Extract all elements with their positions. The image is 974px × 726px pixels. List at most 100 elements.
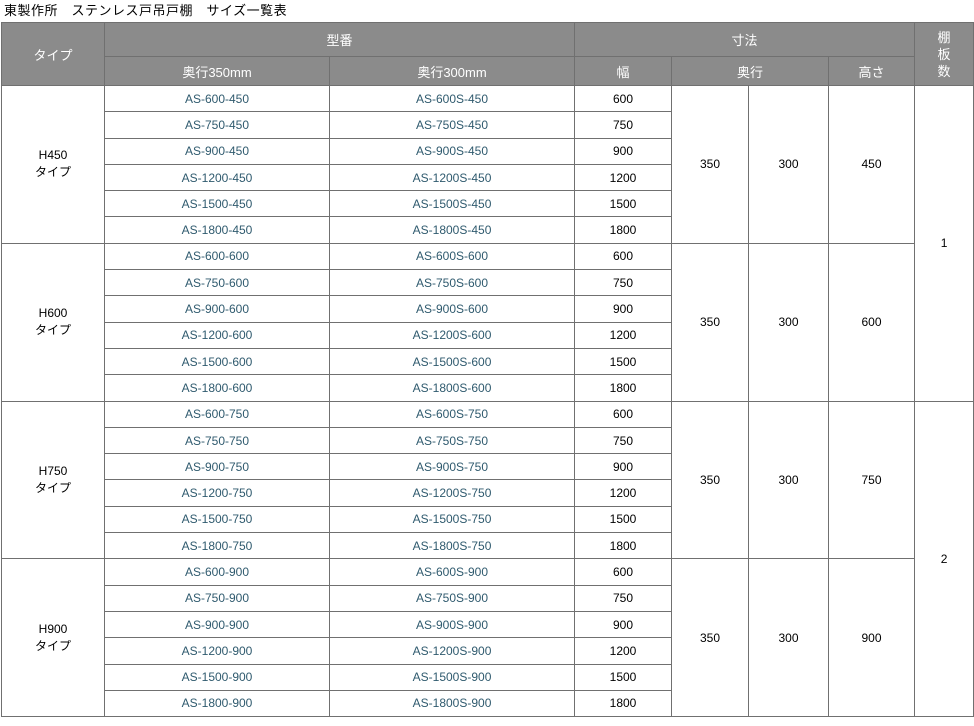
model-300-cell: AS-900S-600 <box>328 295 576 323</box>
width-cell: 750 <box>574 426 673 455</box>
height-cell: 750 <box>828 400 916 560</box>
table-row: H450 タイプ AS-600-450 AS-600S-450 600 350 300 450… <box>1 84 974 402</box>
model-300-cell: AS-1200S-600 <box>328 321 576 349</box>
model-350-cell: AS-1500-600 <box>104 347 330 376</box>
model-350-cell: AS-750-900 <box>104 584 330 612</box>
model-350-cell: AS-600-900 <box>104 558 330 586</box>
header-model: 型番 <box>103 22 576 57</box>
table-row: AS-900-900 AS-900S-900 900 <box>2 610 974 639</box>
header-depth: 奥行 <box>671 56 830 86</box>
model-300-cell: AS-1500S-600 <box>328 347 576 376</box>
model-300-cell: AS-1800S-600 <box>328 374 576 402</box>
model-300-cell: AS-1200S-750 <box>328 479 576 507</box>
model-350-cell: AS-600-600 <box>104 242 330 271</box>
width-cell: 1800 <box>574 374 673 402</box>
model-300-cell: AS-600S-750 <box>328 400 576 428</box>
model-350-cell: AS-900-450 <box>104 137 330 165</box>
model-300-cell: AS-900S-900 <box>328 610 576 639</box>
size-table: タイプ 型番 寸法 棚板数 奥行350mm 奥行300mm 幅 奥行 高さ H4… <box>1 22 974 718</box>
model-300-cell: AS-600S-900 <box>328 558 576 586</box>
width-cell: 1200 <box>574 321 673 349</box>
model-300-cell: AS-1500S-450 <box>328 190 576 218</box>
depth300-cell: 300 <box>748 85 830 244</box>
model-350-cell: AS-1800-600 <box>104 374 330 402</box>
model-300-cell: AS-900S-450 <box>328 137 576 165</box>
table-row: H900 タイプ AS-600-900 AS-600S-900 600 350 300 900 <box>1 558 974 718</box>
width-cell: 1500 <box>574 190 673 218</box>
depth300-cell: 300 <box>748 242 830 402</box>
model-300-cell: AS-600S-600 <box>328 242 576 271</box>
type-suffix: タイプ <box>34 323 71 338</box>
width-cell: 900 <box>574 295 673 323</box>
table-row: AS-1500-600 AS-1500S-600 1500 <box>2 347 974 376</box>
model-350-cell: AS-750-600 <box>104 269 330 297</box>
depth350-cell: 350 <box>671 242 750 402</box>
table-row: AS-750-450 AS-750S-450 750 <box>2 111 974 139</box>
type-label: H750 <box>38 463 68 478</box>
model-300-cell: AS-1200S-900 <box>328 637 576 665</box>
header-row-1: タイプ 型番 寸法 棚板数 <box>1 22 974 86</box>
model-350-cell: AS-900-600 <box>104 295 330 323</box>
width-cell: 1200 <box>574 163 673 192</box>
depth300-cell: 300 <box>748 558 830 718</box>
model-350-cell: AS-1500-750 <box>104 505 330 534</box>
table-row: AS-1200-450 AS-1200S-450 1200 <box>2 163 974 192</box>
height-cell: 450 <box>828 85 916 244</box>
type-cell: H600 タイプ <box>1 242 105 402</box>
width-cell: 750 <box>574 269 673 297</box>
table-row: AS-750-900 AS-750S-900 750 <box>2 584 974 612</box>
type-cell: H750 タイプ <box>1 400 105 560</box>
table-row: AS-1500-450 AS-1500S-450 1500 <box>2 190 974 218</box>
model-350-cell: AS-1800-900 <box>104 689 330 718</box>
width-cell: 750 <box>574 111 673 139</box>
width-cell: 1800 <box>574 216 673 244</box>
model-350-cell: AS-750-750 <box>104 426 330 455</box>
model-300-cell: AS-1800S-450 <box>328 216 576 244</box>
width-cell: 750 <box>574 584 673 612</box>
header-shelf-count-label: 棚板数 <box>937 29 951 79</box>
type-suffix: タイプ <box>34 480 71 495</box>
model-300-cell: AS-750S-750 <box>328 426 576 455</box>
table-row: H750 タイプ AS-600-750 AS-600S-750 600 350 300 750… <box>1 400 974 718</box>
height-cell: 900 <box>828 558 916 718</box>
width-cell: 1800 <box>574 689 673 718</box>
width-cell: 600 <box>574 400 673 428</box>
width-cell: 1800 <box>574 532 673 560</box>
table-row: AS-1200-750 AS-1200S-750 1200 <box>2 479 974 507</box>
model-350-cell: AS-600-450 <box>104 84 330 113</box>
table-row: AS-1200-600 AS-1200S-600 1200 <box>2 321 974 349</box>
type-cell: H900 タイプ <box>1 558 105 718</box>
table-row: AS-1800-900 AS-1800S-900 1800 <box>2 689 974 718</box>
model-300-cell: AS-750S-900 <box>328 584 576 612</box>
model-350-cell: AS-1200-600 <box>104 321 330 349</box>
type-label: H450 <box>38 148 68 163</box>
type-label: H900 <box>38 621 68 636</box>
table-row: AS-1500-750 AS-1500S-750 1500 <box>2 505 974 534</box>
header-width: 幅 <box>574 56 673 86</box>
header-height: 高さ <box>828 56 916 86</box>
model-350-cell: AS-1500-900 <box>104 663 330 691</box>
width-cell: 900 <box>574 453 673 481</box>
header-type: タイプ <box>1 22 105 86</box>
model-300-cell: AS-1800S-900 <box>328 689 576 718</box>
table-row: AS-1200-900 AS-1200S-900 1200 <box>2 637 974 665</box>
model-350-cell: AS-1800-450 <box>104 216 330 244</box>
type-suffix: タイプ <box>34 165 71 180</box>
type-cell: H450 タイプ <box>1 85 105 244</box>
model-350-cell: AS-1200-450 <box>104 163 330 192</box>
width-cell: 1500 <box>574 663 673 691</box>
table-row: AS-900-750 AS-900S-750 900 <box>2 453 974 481</box>
model-350-cell: AS-1200-900 <box>104 637 330 665</box>
header-dimensions: 寸法 <box>574 22 916 57</box>
depth350-cell: 350 <box>671 85 750 244</box>
table-body: H450 タイプ AS-600-450 AS-600S-450 600 350 300 450… <box>1 84 974 718</box>
header-row-2: 奥行350mm 奥行300mm 幅 奥行 高さ <box>2 56 974 86</box>
table-header: タイプ 型番 寸法 棚板数 奥行350mm 奥行300mm 幅 奥行 高さ <box>1 22 974 86</box>
shelf-count-cell: 2 <box>914 400 974 718</box>
width-cell: 1200 <box>574 637 673 665</box>
model-300-cell: AS-900S-750 <box>328 453 576 481</box>
model-300-cell: AS-1500S-750 <box>328 505 576 534</box>
table-row: AS-900-600 AS-900S-600 900 <box>2 295 974 323</box>
table-row: H600 タイプ AS-600-600 AS-600S-600 600 350 300 600 <box>1 242 974 402</box>
type-label: H600 <box>38 306 68 321</box>
